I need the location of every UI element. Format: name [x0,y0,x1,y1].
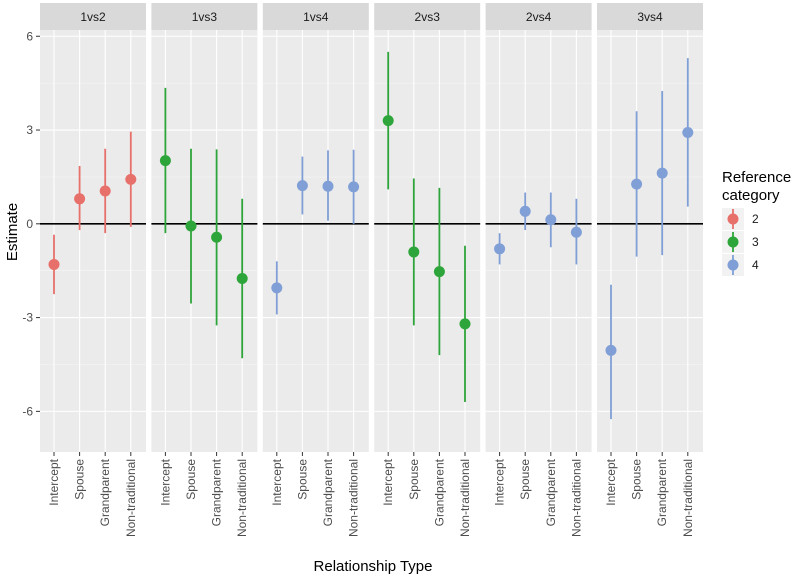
facet-strip-label: 2vs3 [415,10,441,24]
panel-background [151,30,258,452]
y-tick-label: 6 [26,29,33,43]
point-grandparent [99,185,111,197]
point-non-traditional [125,173,137,185]
x-tick-label: Grandparent [321,458,335,526]
facet-strip [40,3,146,30]
point-spouse [74,193,86,205]
x-tick-label: Intercept [158,458,172,505]
legend-label: 3 [752,235,759,249]
x-tick-label: Grandparent [544,458,558,526]
point-grandparent [211,231,223,243]
point-spouse [631,178,643,190]
y-axis-title: Estimate [4,203,21,261]
x-tick-label: Spouse [518,459,532,500]
facet-strip-label: 1vs2 [80,10,106,24]
panel-background [262,30,369,452]
legend-key-point [727,213,739,225]
facet-panel-1vs2: 1vs2 Intercept Spouse Grandparent Non-tradit… [40,3,146,537]
x-axis-title: Relationship Type [314,558,433,575]
point-intercept [382,115,394,127]
point-grandparent [433,266,445,278]
x-tick-label: Non-traditional [347,459,361,537]
legend-title-line1: Reference [722,169,791,186]
facet-strip [374,3,481,30]
facet-strip [262,3,369,30]
point-intercept [494,243,506,255]
point-spouse [185,220,197,232]
panel-background [597,30,703,452]
facet-panel-1vs4: 1vs4 Intercept Spouse Grandparent Non-tradit… [262,3,369,537]
panel-background [40,30,146,452]
point-grandparent [545,214,557,226]
point-intercept [605,344,617,356]
panel-background [485,30,592,452]
point-spouse [296,180,308,192]
point-intercept [159,155,171,167]
facet-strip-label: 1vs3 [192,10,218,24]
y-tick-label: -3 [22,311,33,325]
point-grandparent [322,180,334,192]
legend-label: 4 [752,258,759,272]
point-spouse [519,205,531,217]
x-tick-label: Spouse [407,459,421,500]
facet-strip-label: 2vs4 [526,10,552,24]
facet-strip [485,3,592,30]
x-tick-label: Non-traditional [681,459,695,537]
facet-strip-label: 3vs4 [637,10,663,24]
y-tick-label: -6 [22,404,33,418]
y-tick-label: 3 [26,123,33,137]
point-non-traditional [682,127,694,139]
y-axis: 6 3 0 -3 -6 [22,29,40,418]
point-intercept [271,282,283,294]
x-tick-label: Non-traditional [235,459,249,537]
facet-panels: 1vs2 Intercept Spouse Grandparent Non-tradit… [40,3,703,537]
point-intercept [48,258,60,270]
facet-panel-2vs4: 2vs4 Intercept Spouse Grandparent Non-tradit… [485,3,592,537]
x-tick-label: Intercept [381,458,395,505]
legend: Reference category 2 3 4 [722,169,791,276]
x-tick-label: Grandparent [432,458,446,526]
x-tick-label: Non-traditional [124,459,138,537]
x-tick-label: Spouse [73,459,87,500]
point-grandparent [656,167,668,179]
panel-background [374,30,481,452]
point-non-traditional [570,226,582,238]
facet-panel-2vs3: 2vs3 Intercept Spouse Grandparent Non-tradit… [374,3,481,537]
point-non-traditional [459,318,471,330]
facet-panel-3vs4: 3vs4 Intercept Spouse Grandparent Non-tradit… [597,3,703,537]
facet-strip [151,3,258,30]
x-tick-label: Intercept [47,458,61,505]
point-non-traditional [236,273,248,285]
x-tick-label: Intercept [493,458,507,505]
legend-key-point [727,259,739,271]
x-tick-label: Non-traditional [569,459,583,537]
x-tick-label: Spouse [295,459,309,500]
facet-panel-1vs3: 1vs3 Intercept Spouse Grandparent Non-tradit… [151,3,258,537]
legend-label: 2 [752,212,759,226]
point-non-traditional [348,181,360,193]
facet-strip [597,3,703,30]
x-tick-label: Grandparent [210,458,224,526]
x-tick-label: Spouse [184,459,198,500]
facet-strip-label: 1vs4 [303,10,329,24]
x-tick-label: Intercept [604,458,618,505]
legend-title-line2: category [722,187,780,204]
y-tick-label: 0 [26,217,33,231]
x-tick-label: Spouse [630,459,644,500]
x-tick-label: Grandparent [98,458,112,526]
x-tick-label: Non-traditional [458,459,472,537]
point-spouse [408,246,420,258]
legend-key-point [727,236,739,248]
x-tick-label: Grandparent [655,458,669,526]
x-tick-label: Intercept [270,458,284,505]
